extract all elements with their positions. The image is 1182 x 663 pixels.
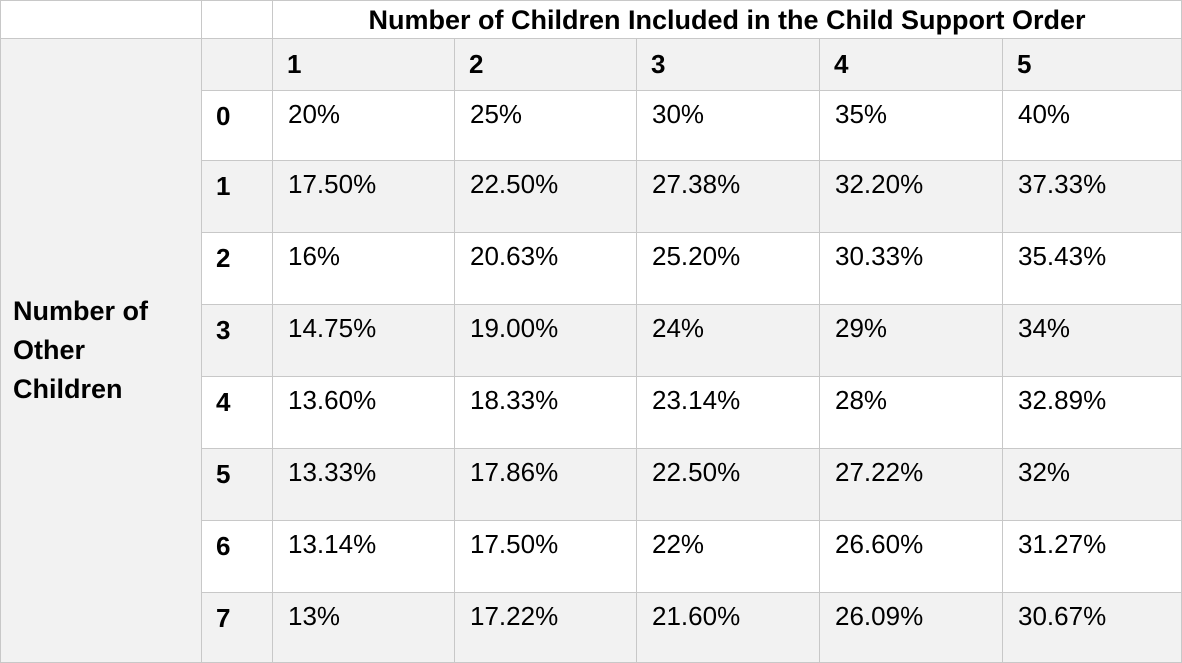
corner-blank	[0, 0, 202, 39]
side-label-line: Children	[13, 374, 123, 404]
header-corner	[201, 38, 273, 91]
column-header: 4	[819, 38, 1003, 91]
table-cell: 17.22%	[454, 592, 637, 663]
table-row: 2 16% 20.63% 25.20% 30.33% 35.43%	[1, 232, 1182, 305]
table-cell: 26.09%	[819, 592, 1003, 663]
corner-blank-2	[201, 0, 273, 39]
table-cell: 26.60%	[819, 520, 1003, 593]
table-cell: 14.75%	[272, 304, 455, 377]
row-header: 2	[201, 232, 273, 305]
side-label: Number of Other Children	[0, 38, 202, 663]
column-header: 5	[1001, 38, 1182, 91]
table-row: 7 13% 17.22% 21.60% 26.09% 30.67%	[1, 592, 1182, 663]
table-cell: 30.33%	[819, 232, 1003, 305]
table-cell: 17.86%	[454, 448, 637, 521]
table-cell: 32.20%	[819, 160, 1003, 233]
table-cell: 30.67%	[1001, 592, 1182, 663]
table-cell: 35.43%	[1001, 232, 1182, 305]
table-row: 5 13.33% 17.86% 22.50% 27.22% 32%	[1, 448, 1182, 521]
side-label-line: Other	[13, 335, 86, 365]
row-header: 5	[201, 448, 273, 521]
row-header: 0	[201, 90, 273, 161]
table-cell: 22%	[636, 520, 820, 593]
table-title: Number of Children Included in the Child…	[271, 0, 1182, 39]
table-cell: 17.50%	[272, 160, 455, 233]
table-cell: 18.33%	[454, 376, 637, 449]
table-cell: 16%	[272, 232, 455, 305]
table-cell: 27.22%	[819, 448, 1003, 521]
table-cell: 22.50%	[636, 448, 820, 521]
table-cell: 13%	[272, 592, 455, 663]
table-cell: 35%	[819, 90, 1003, 161]
table-cell: 21.60%	[636, 592, 820, 663]
table-row: 3 14.75% 19.00% 24% 29% 34%	[1, 304, 1182, 377]
table-row: 1 17.50% 22.50% 27.38% 32.20% 37.33%	[1, 160, 1182, 233]
table-cell: 28%	[819, 376, 1003, 449]
table-cell: 19.00%	[454, 304, 637, 377]
table-row: 6 13.14% 17.50% 22% 26.60% 31.27%	[1, 520, 1182, 593]
side-label-line: Number of	[13, 296, 148, 326]
table-cell: 25%	[454, 90, 637, 161]
row-header: 6	[201, 520, 273, 593]
table-row: 0 20% 25% 30% 35% 40%	[1, 90, 1182, 161]
table-cell: 13.33%	[272, 448, 455, 521]
table-cell: 25.20%	[636, 232, 820, 305]
column-header: 1	[272, 38, 455, 91]
table-cell: 27.38%	[636, 160, 820, 233]
table-cell: 32.89%	[1001, 376, 1182, 449]
column-header: 3	[636, 38, 820, 91]
table-cell: 34%	[1001, 304, 1182, 377]
table-cell: 17.50%	[454, 520, 637, 593]
table-cell: 23.14%	[636, 376, 820, 449]
row-header: 4	[201, 376, 273, 449]
table-cell: 22.50%	[454, 160, 637, 233]
table-cell: 20%	[272, 90, 455, 161]
table-row: 4 13.60% 18.33% 23.14% 28% 32.89%	[1, 376, 1182, 449]
table-cell: 13.14%	[272, 520, 455, 593]
table-cell: 40%	[1001, 90, 1182, 161]
row-header: 1	[201, 160, 273, 233]
column-header: 2	[454, 38, 637, 91]
row-header: 7	[201, 592, 273, 663]
table-cell: 31.27%	[1001, 520, 1182, 593]
table-cell: 37.33%	[1001, 160, 1182, 233]
table-cell: 13.60%	[272, 376, 455, 449]
table-cell: 29%	[819, 304, 1003, 377]
table-cell: 32%	[1001, 448, 1182, 521]
row-header: 3	[201, 304, 273, 377]
table-cell: 24%	[636, 304, 820, 377]
table-cell: 20.63%	[454, 232, 637, 305]
table-cell: 30%	[636, 90, 820, 161]
